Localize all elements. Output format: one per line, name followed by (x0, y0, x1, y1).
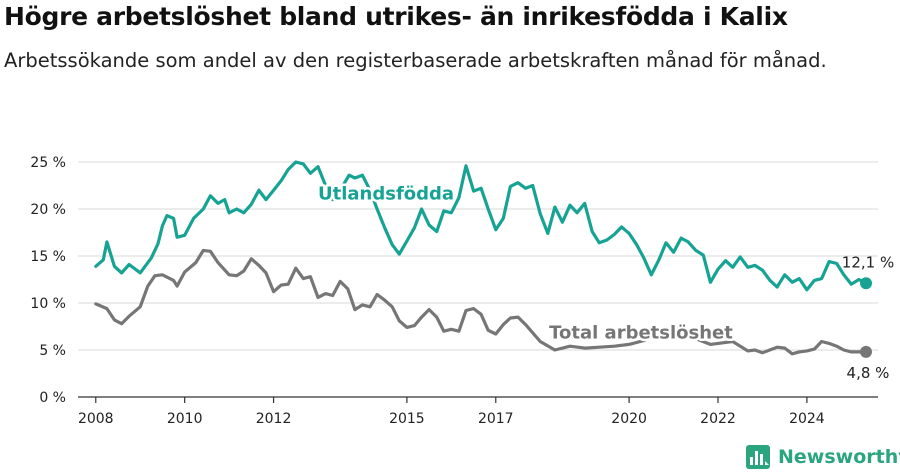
y-tick-label: 20 % (30, 202, 66, 218)
series-line-utlandsfodda (94, 160, 868, 292)
x-tick-label: 2015 (389, 411, 425, 427)
y-tick-label: 15 % (30, 249, 66, 265)
x-tick-label: 2010 (167, 411, 203, 427)
series-end-label: 12,1 % (842, 253, 894, 271)
x-tick-label: 2008 (78, 411, 114, 427)
y-tick-label: 5 % (39, 343, 66, 359)
chart-title: Högre arbetslöshet bland utrikes- än inr… (4, 2, 788, 31)
series-label: Utlandsfödda (318, 184, 454, 205)
brand-name: Newsworthy (778, 446, 900, 468)
series-end-label: 4,8 % (847, 364, 890, 382)
x-tick-label: 2017 (478, 411, 514, 427)
newsworthy-logo-icon (746, 445, 770, 469)
x-axis: 2008 2010 2012 2015 2017 2020 2022 2024 (78, 396, 878, 427)
x-tick-label: 2020 (611, 411, 647, 427)
series-end-point (860, 345, 872, 358)
series-line-total (94, 248, 868, 356)
series-lines (94, 160, 872, 358)
series-label: Total arbetslöshet (549, 323, 733, 344)
y-tick-label: 0 % (39, 390, 66, 406)
x-tick-label: 2024 (789, 411, 825, 427)
series-end-point (860, 277, 872, 290)
x-tick-label: 2022 (700, 411, 736, 427)
x-tick-label: 2012 (256, 411, 292, 427)
series-labels: 12,1 % 4,8 % Utlandsfödda Total arbetslöshe… (316, 181, 895, 382)
y-tick-label: 25 % (30, 155, 66, 171)
chart-subtitle: Arbetssökande som andel av den registerb… (4, 49, 827, 72)
y-axis-ticks: 0 % 5 % 10 % 15 % 20 % 25 % (30, 155, 66, 406)
newsworthy-logo: Newsworthy (745, 442, 900, 472)
y-tick-label: 10 % (30, 296, 66, 312)
